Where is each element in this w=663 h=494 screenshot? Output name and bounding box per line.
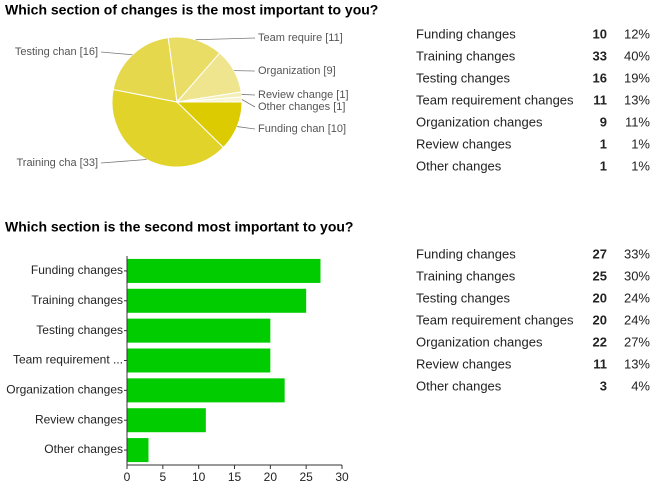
- x-tick-label: 10: [192, 470, 206, 484]
- table-percent: 33%: [624, 246, 650, 261]
- x-tick-label: 25: [299, 470, 313, 484]
- slice-label: Funding chan [10]: [258, 123, 346, 135]
- slice-label: Testing chan [16]: [15, 46, 98, 58]
- bar: [127, 408, 206, 433]
- bar: [127, 258, 321, 283]
- table-count: 16: [593, 70, 607, 85]
- table-count: 33: [593, 48, 607, 63]
- slice-label: Review change [1]: [258, 89, 349, 101]
- slice-label: Organization [9]: [258, 65, 336, 77]
- table-category: Team requirement changes: [416, 312, 574, 327]
- table-category: Organization changes: [416, 334, 543, 349]
- y-tick-label: Review changes: [35, 412, 123, 426]
- y-tick-label: Team requirement ...: [13, 353, 123, 367]
- table-percent: 4%: [631, 378, 650, 393]
- table-percent: 1%: [631, 136, 650, 151]
- pie-slice: [111, 88, 225, 168]
- table-count: 1: [600, 136, 607, 151]
- y-tick-label: Testing changes: [36, 323, 123, 337]
- table-count: 3: [600, 378, 607, 393]
- bar: [127, 378, 285, 403]
- y-tick-label: Funding changes: [31, 263, 123, 277]
- table-percent: 19%: [624, 70, 650, 85]
- leader-line: [237, 126, 256, 130]
- table-category: Team requirement changes: [416, 92, 574, 107]
- table-percent: 1%: [631, 158, 650, 173]
- bar: [127, 318, 271, 343]
- table-category: Review changes: [416, 356, 512, 371]
- slice-label: Team require [11]: [258, 32, 343, 44]
- table-count: 10: [593, 26, 607, 41]
- x-tick-label: 20: [264, 470, 278, 484]
- y-tick-label: Organization changes: [6, 383, 123, 397]
- bar: [127, 348, 271, 373]
- table-count: 11: [593, 356, 607, 371]
- bar: [127, 288, 307, 313]
- bar: [127, 438, 149, 463]
- table-category: Testing changes: [416, 290, 510, 305]
- table-category: Testing changes: [416, 70, 510, 85]
- table-percent: 27%: [624, 334, 650, 349]
- slice-label: Training cha [33]: [16, 157, 98, 169]
- table-count: 20: [593, 290, 607, 305]
- table-category: Other changes: [416, 158, 502, 173]
- pie-slice: [167, 36, 221, 104]
- y-tick-label: Training changes: [31, 293, 123, 307]
- leader-line: [100, 51, 133, 56]
- pie-slice: [112, 37, 178, 103]
- y-tick-label: Other changes: [44, 442, 123, 456]
- table-count: 27: [593, 246, 607, 261]
- leader-line: [241, 99, 256, 108]
- table-percent: 11%: [625, 114, 650, 129]
- x-tick-label: 5: [159, 470, 166, 484]
- table-count: 1: [600, 158, 607, 173]
- table-category: Review changes: [416, 136, 512, 151]
- table-percent: 40%: [624, 48, 650, 63]
- x-tick-label: 15: [228, 470, 242, 484]
- table-category: Training changes: [416, 48, 516, 63]
- slice-label: Other changes [1]: [258, 101, 345, 113]
- table-category: Funding changes: [416, 246, 516, 261]
- table-percent: 12%: [624, 26, 650, 41]
- table-count: 11: [593, 92, 607, 107]
- chart-title: Which section is the second most importa…: [5, 219, 353, 235]
- table-percent: 13%: [624, 92, 650, 107]
- table-count: 25: [593, 268, 607, 283]
- table-category: Other changes: [416, 378, 502, 393]
- table-count: 22: [593, 334, 607, 349]
- leader-line: [241, 94, 256, 96]
- table-percent: 30%: [624, 268, 650, 283]
- table-percent: 24%: [624, 312, 650, 327]
- table-category: Organization changes: [416, 114, 543, 129]
- x-tick-label: 30: [335, 470, 349, 484]
- chart-title: Which section of changes is the most imp…: [5, 2, 378, 18]
- table-category: Training changes: [416, 268, 516, 283]
- table-count: 20: [593, 312, 607, 327]
- table-percent: 13%: [624, 356, 650, 371]
- table-percent: 24%: [624, 290, 650, 305]
- leader-line: [100, 159, 147, 164]
- table-count: 9: [600, 114, 607, 129]
- x-tick-label: 0: [124, 470, 131, 484]
- table-category: Funding changes: [416, 26, 516, 41]
- leader-line: [195, 37, 256, 41]
